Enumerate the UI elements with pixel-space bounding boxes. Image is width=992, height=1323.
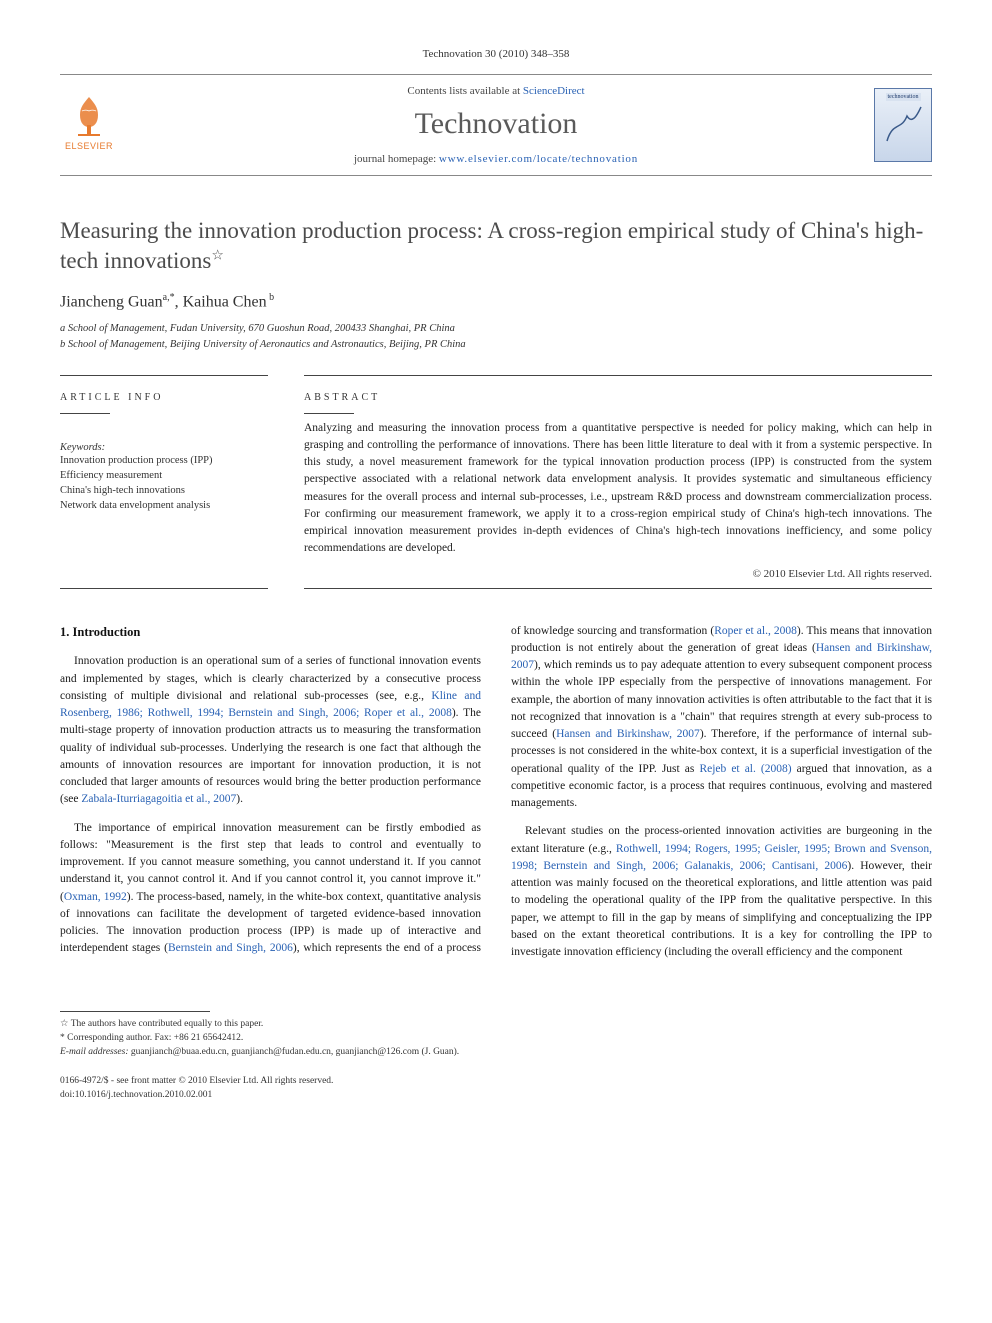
- doi-line: doi:10.1016/j.technovation.2010.02.001: [60, 1089, 932, 1102]
- keyword-item: Efficiency measurement: [60, 468, 268, 483]
- elsevier-wordmark: ELSEVIER: [65, 141, 113, 151]
- homepage-prefix: journal homepage:: [354, 153, 439, 165]
- citation-link[interactable]: Rejeb et al. (2008): [699, 763, 791, 775]
- front-matter-footer: 0166-4972/$ - see front matter © 2010 El…: [60, 1075, 932, 1102]
- footnote-corresponding: * Corresponding author. Fax: +86 21 6564…: [60, 1032, 932, 1046]
- email-label: E-mail addresses:: [60, 1047, 129, 1057]
- title-footnote-marker: ☆: [211, 248, 224, 263]
- running-head: Technovation 30 (2010) 348–358: [60, 48, 932, 60]
- section-1-heading: 1. Introduction: [60, 623, 481, 642]
- email-addresses: guanjianch@buaa.edu.cn, guanjianch@fudan…: [129, 1047, 460, 1057]
- journal-cover-thumbnail: technovation: [874, 88, 932, 162]
- citation-link[interactable]: Zabala-Iturriagagoitia et al., 2007: [81, 793, 236, 805]
- author-1-sup: a,*: [163, 292, 175, 303]
- abstract-copyright: © 2010 Elsevier Ltd. All rights reserved…: [304, 568, 932, 580]
- keyword-item: Innovation production process (IPP): [60, 453, 268, 468]
- elsevier-tree-icon: [66, 93, 112, 139]
- cover-thumb-graphic-icon: [881, 101, 925, 151]
- body-text: ). The multi-stage property of innovatio…: [60, 707, 481, 805]
- affiliation-a: a School of Management, Fudan University…: [60, 321, 932, 337]
- abstract-text: Analyzing and measuring the innovation p…: [304, 420, 932, 558]
- issn-copyright-line: 0166-4972/$ - see front matter © 2010 El…: [60, 1075, 932, 1088]
- masthead-center: Contents lists available at ScienceDirec…: [132, 85, 860, 165]
- keyword-item: China's high-tech innovations: [60, 483, 268, 498]
- author-2-name: , Kaihua Chen: [175, 293, 267, 310]
- footnote-emails: E-mail addresses: guanjianch@buaa.edu.cn…: [60, 1046, 932, 1060]
- citation-link[interactable]: Hansen and Birkinshaw, 2007: [556, 728, 700, 740]
- elsevier-logo: ELSEVIER: [60, 93, 118, 157]
- journal-homepage-line: journal homepage: www.elsevier.com/locat…: [132, 153, 860, 165]
- journal-name: Technovation: [132, 107, 860, 141]
- body-text: ). However, their attention was mainly f…: [511, 860, 932, 958]
- body-text: Innovation production is an operational …: [60, 655, 481, 702]
- body-paragraph: Innovation production is an operational …: [60, 653, 481, 808]
- body-text: ).: [236, 793, 243, 805]
- citation-link[interactable]: Bernstein and Singh, 2006: [168, 942, 293, 954]
- keywords-label: Keywords:: [60, 442, 268, 453]
- body-two-columns: 1. Introduction Innovation production is…: [60, 623, 932, 965]
- affiliation-b: b School of Management, Beijing Universi…: [60, 337, 932, 353]
- body-paragraph: Relevant studies on the process-oriented…: [511, 823, 932, 961]
- abstract-column: ABSTRACT Analyzing and measuring the inn…: [304, 384, 932, 580]
- footnote-equal-contrib: ☆ The authors have contributed equally t…: [60, 1018, 932, 1032]
- citation-link[interactable]: Oxman, 1992: [64, 891, 127, 903]
- footnote-rule: [60, 1011, 210, 1012]
- keyword-item: Network data envelopment analysis: [60, 498, 268, 513]
- citation-link[interactable]: Roper et al., 2008: [714, 625, 797, 637]
- author-2-sup: b: [267, 292, 275, 303]
- affiliations: a School of Management, Fudan University…: [60, 321, 932, 353]
- journal-homepage-link[interactable]: www.elsevier.com/locate/technovation: [439, 153, 638, 165]
- footnotes-block: ☆ The authors have contributed equally t…: [60, 1011, 932, 1059]
- masthead: ELSEVIER Contents lists available at Sci…: [60, 74, 932, 176]
- article-title: Measuring the innovation production proc…: [60, 216, 932, 276]
- authors-line: Jiancheng Guana,*, Kaihua Chen b: [60, 292, 932, 311]
- article-info-heading: ARTICLE INFO: [60, 384, 268, 413]
- contents-prefix: Contents lists available at: [407, 85, 522, 97]
- contents-available-line: Contents lists available at ScienceDirec…: [132, 85, 860, 97]
- cover-thumb-title: technovation: [886, 93, 921, 101]
- info-abstract-row: ARTICLE INFO Keywords: Innovation produc…: [60, 384, 932, 580]
- sciencedirect-link[interactable]: ScienceDirect: [523, 85, 585, 97]
- article-title-text: Measuring the innovation production proc…: [60, 218, 923, 273]
- keywords-list: Innovation production process (IPP) Effi…: [60, 453, 268, 514]
- author-1-name: Jiancheng Guan: [60, 293, 163, 310]
- abstract-heading: ABSTRACT: [304, 384, 932, 413]
- article-info-column: ARTICLE INFO Keywords: Innovation produc…: [60, 384, 268, 580]
